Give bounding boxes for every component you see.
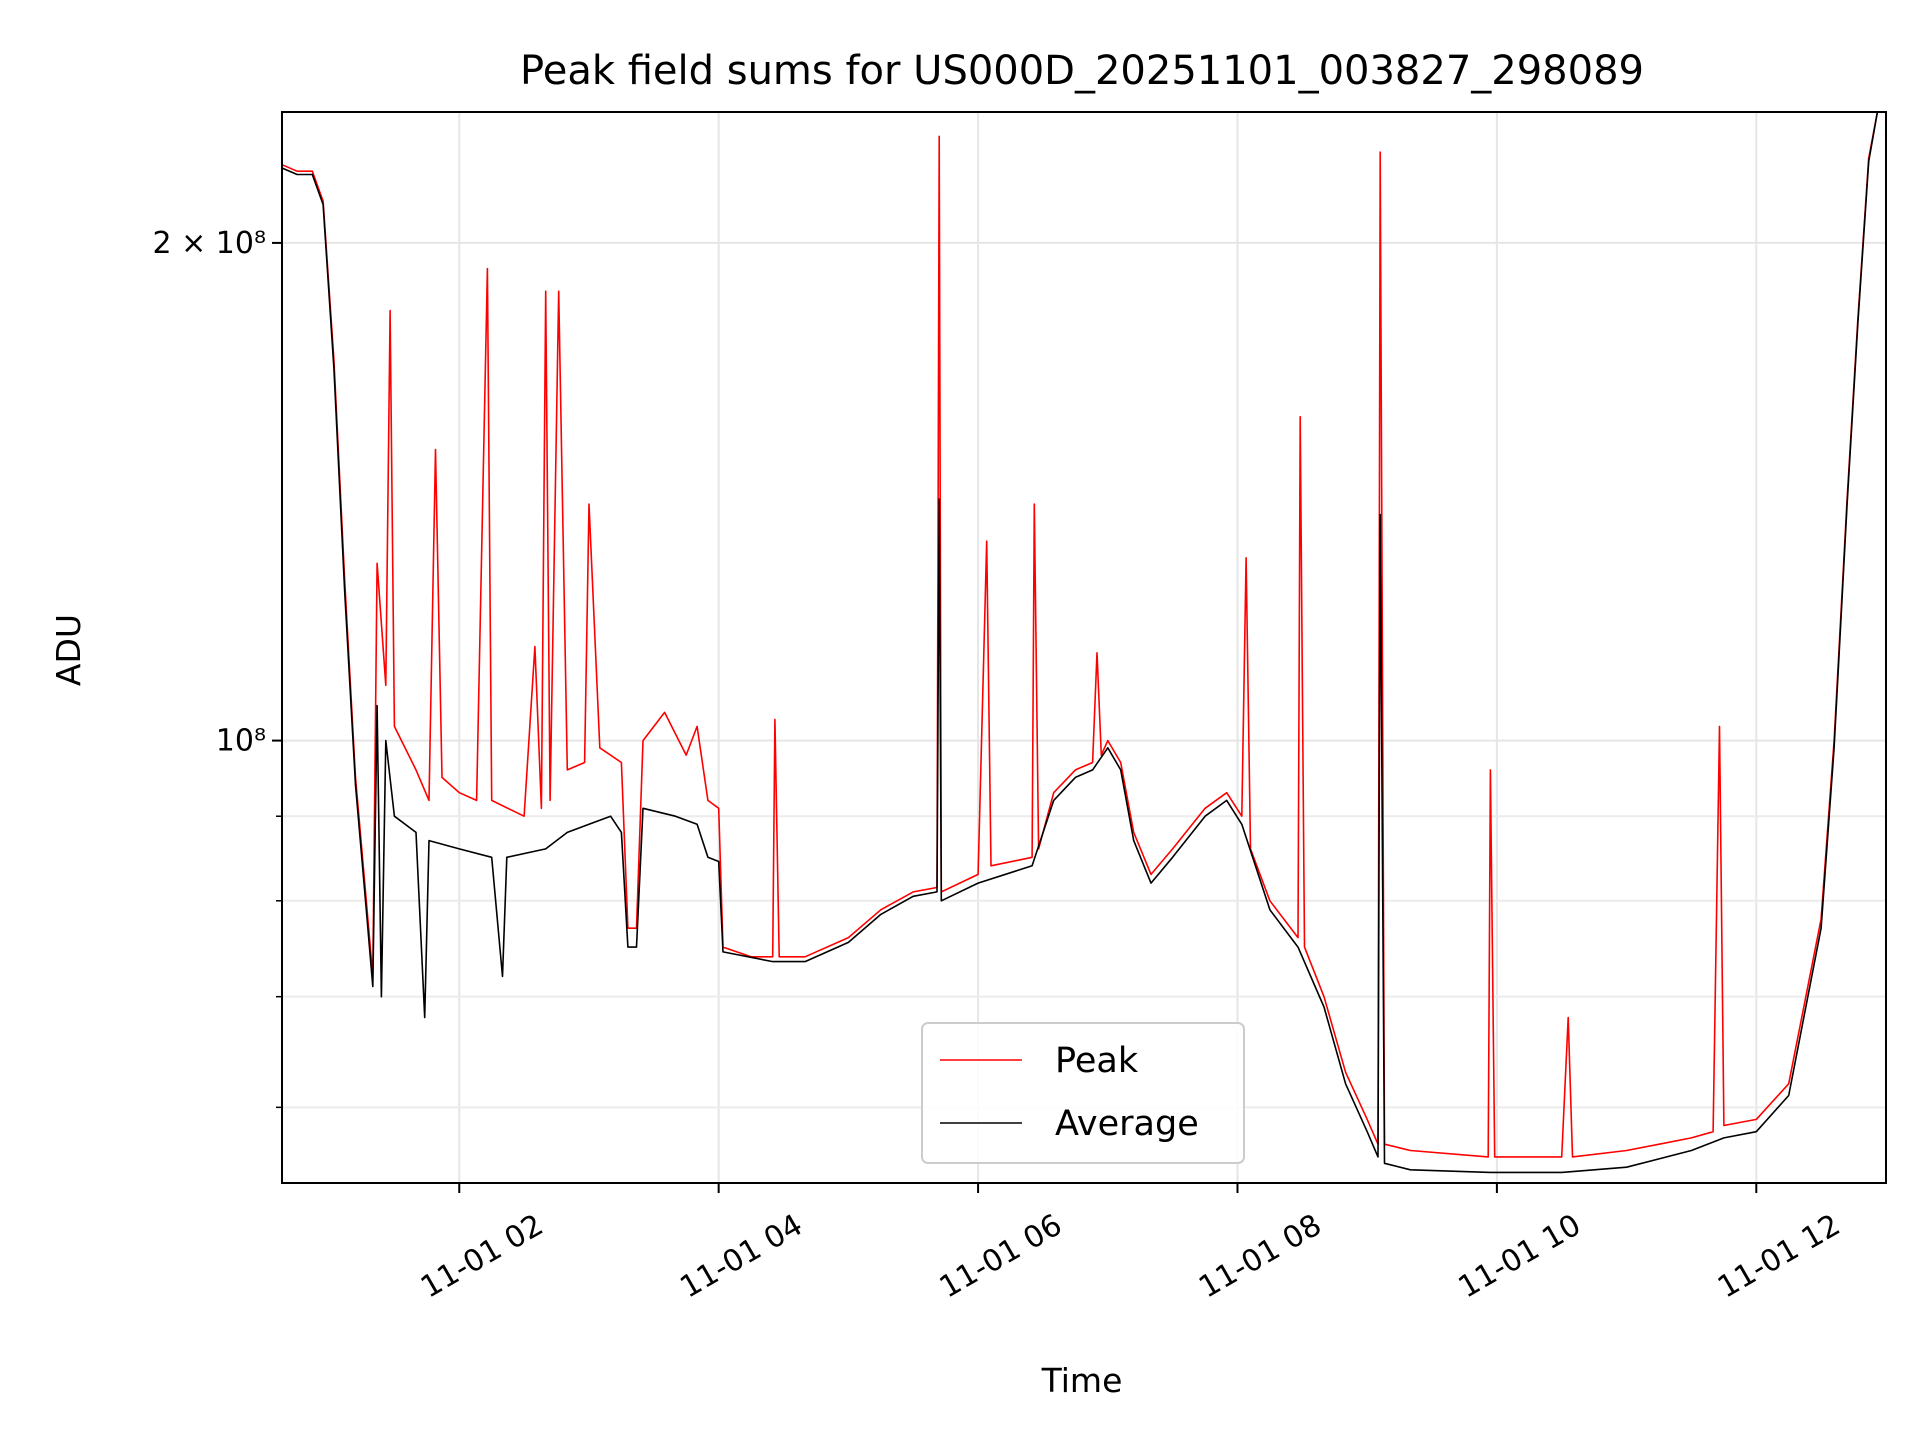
legend-box xyxy=(921,1022,1245,1164)
y-tick-label: 10⁸ xyxy=(216,724,266,759)
legend: Peak Average xyxy=(921,1022,1245,1164)
legend-label-average: Average xyxy=(1055,1104,1199,1144)
legend-label-peak: Peak xyxy=(1055,1041,1139,1081)
chart-title: Peak field sums for US000D_20251101_0038… xyxy=(520,48,1644,94)
x-axis-title: Time xyxy=(1041,1361,1123,1400)
series-line-average xyxy=(281,111,1886,1174)
plot-frame xyxy=(281,111,1887,1184)
series-layer xyxy=(281,111,1886,1174)
y-axis-title: ADU xyxy=(49,614,88,686)
y-tick-label: 2 × 10⁸ xyxy=(153,226,267,261)
series-line-peak xyxy=(281,111,1886,1158)
